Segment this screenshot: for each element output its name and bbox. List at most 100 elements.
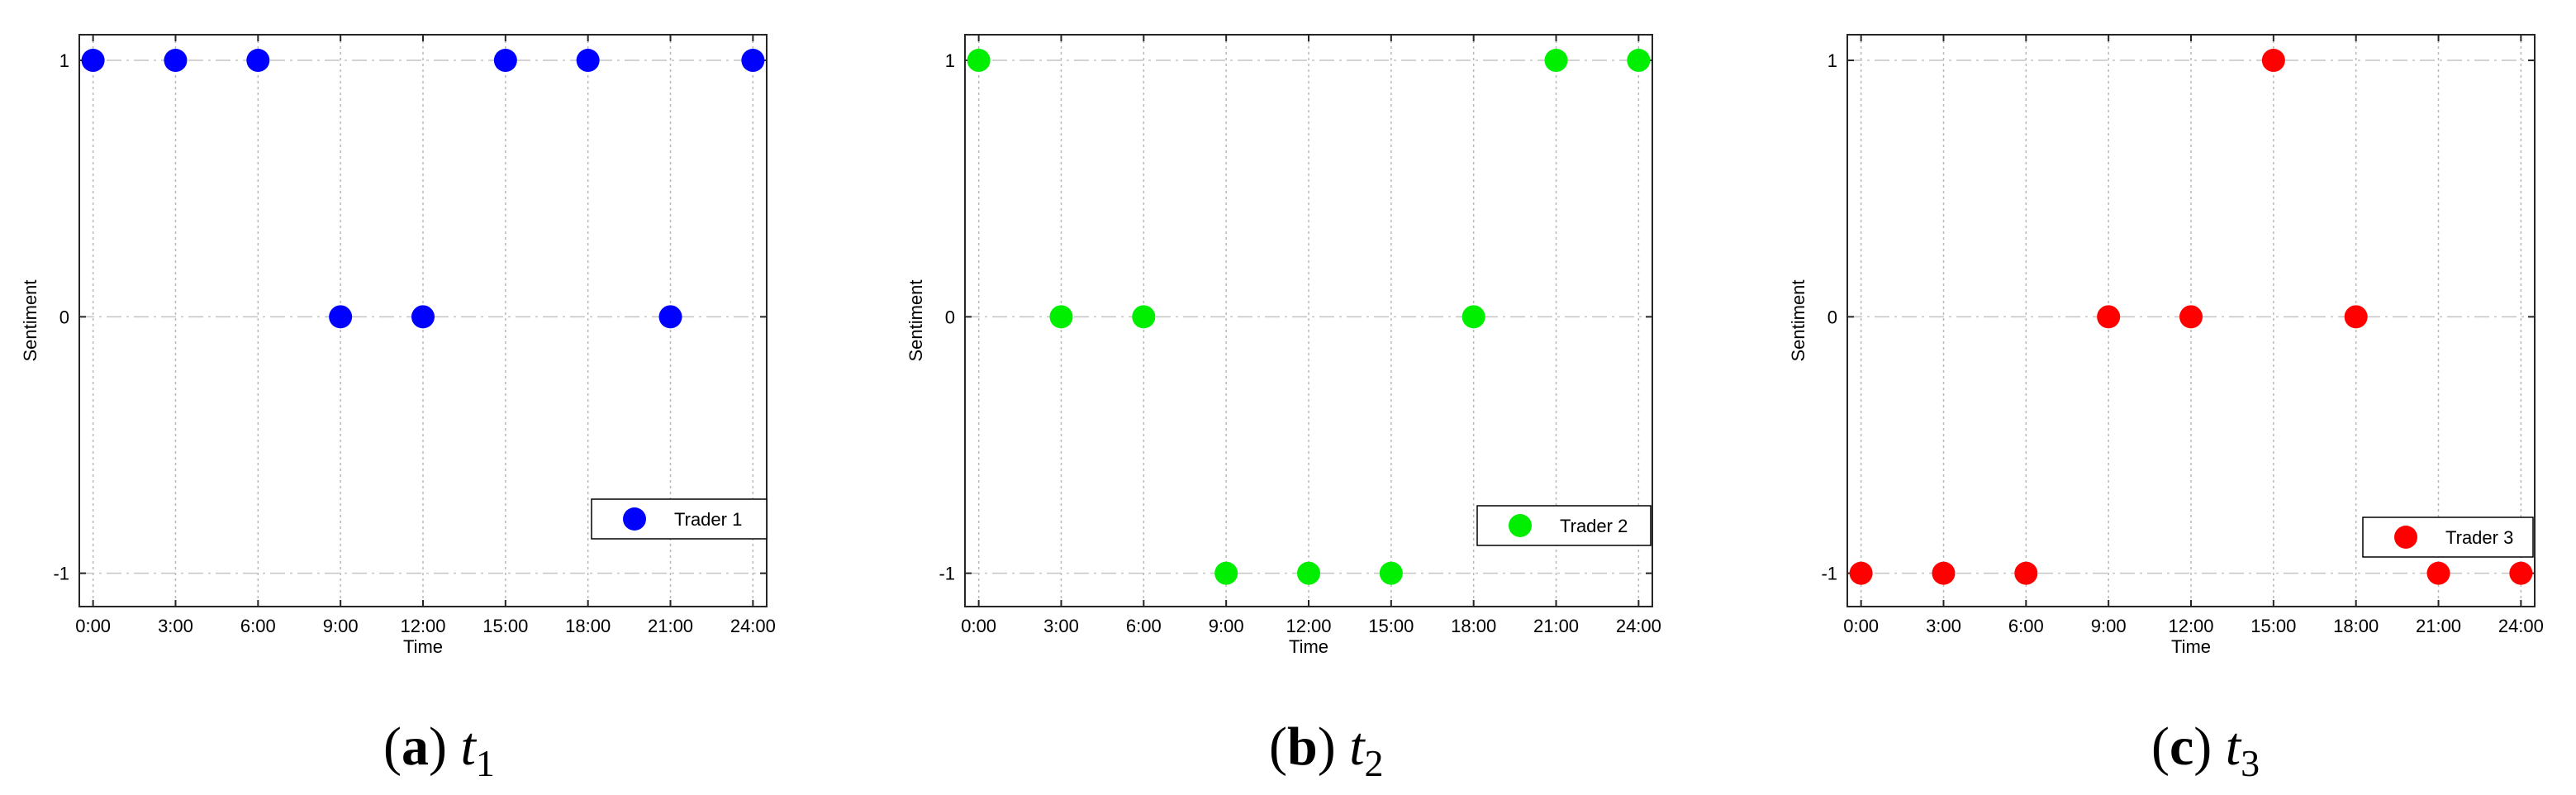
x-tick-label: 9:00 bbox=[2091, 616, 2127, 636]
data-point bbox=[493, 49, 517, 73]
x-tick-label: 3:00 bbox=[1043, 616, 1079, 636]
x-tick-label: 18:00 bbox=[565, 616, 611, 636]
x-tick-label: 0:00 bbox=[961, 616, 996, 636]
data-point bbox=[1544, 49, 1568, 73]
data-point bbox=[1461, 305, 1485, 329]
x-tick-label: 18:00 bbox=[2333, 616, 2379, 636]
legend-box bbox=[591, 498, 768, 540]
legend-label: Trader 1 bbox=[674, 509, 742, 530]
caption-paren-open: ( bbox=[383, 716, 402, 777]
data-point bbox=[1932, 561, 1956, 585]
x-tick-label: 21:00 bbox=[648, 616, 693, 636]
legend-box bbox=[2362, 517, 2534, 558]
x-tick-label: 21:00 bbox=[2416, 616, 2461, 636]
legend-marker bbox=[623, 507, 646, 531]
data-point bbox=[246, 49, 270, 73]
y-tick-label: -1 bbox=[939, 564, 955, 584]
x-tick-label: 6:00 bbox=[240, 616, 276, 636]
data-point bbox=[2179, 305, 2203, 329]
x-tick-label: 9:00 bbox=[323, 616, 359, 636]
data-point bbox=[967, 49, 991, 73]
data-point bbox=[576, 49, 600, 73]
data-point bbox=[2426, 561, 2450, 585]
x-tick-label: 24:00 bbox=[2498, 616, 2544, 636]
caption-paren-close: ) bbox=[2193, 716, 2225, 777]
caption-paren-open: ( bbox=[1269, 716, 1287, 777]
y-tick-label: -1 bbox=[1821, 564, 1837, 584]
data-point bbox=[2509, 561, 2533, 585]
caption-paren-close: ) bbox=[429, 716, 460, 777]
x-tick-label: 12:00 bbox=[2168, 616, 2213, 636]
data-point bbox=[741, 49, 765, 73]
x-tick-label: 9:00 bbox=[1209, 616, 1244, 636]
y-axis-label: Sentiment bbox=[1788, 279, 1808, 361]
y-tick-label: 0 bbox=[1827, 307, 1837, 327]
caption-panel-label: c bbox=[2170, 716, 2193, 777]
data-point bbox=[411, 305, 435, 329]
x-tick-label: 15:00 bbox=[482, 616, 528, 636]
x-tick-label: 3:00 bbox=[158, 616, 193, 636]
x-tick-label: 0:00 bbox=[75, 616, 111, 636]
data-point bbox=[1627, 49, 1651, 73]
x-tick-label: 21:00 bbox=[1533, 616, 1579, 636]
x-tick-label: 15:00 bbox=[2250, 616, 2296, 636]
legend-marker bbox=[1509, 514, 1532, 537]
legend-box bbox=[1476, 505, 1652, 546]
chart-panel-b: 0:00 3:00 6:00 9:00 12:00 15:00 18:00 21:00 24:0… bbox=[905, 34, 1661, 784]
legend: Trader 2 bbox=[1476, 505, 1652, 546]
caption-panel-label: a bbox=[402, 716, 429, 777]
legend: Trader 3 bbox=[2362, 517, 2534, 558]
data-point bbox=[1849, 561, 1873, 585]
data-point bbox=[2097, 305, 2121, 329]
panel-caption: (b) t2 bbox=[1269, 716, 1384, 784]
x-tick-label: 6:00 bbox=[1126, 616, 1162, 636]
caption-subscript: 3 bbox=[2241, 742, 2260, 784]
x-axis-label: Time bbox=[2171, 636, 2211, 657]
data-point bbox=[2261, 49, 2285, 73]
legend-label: Trader 3 bbox=[2445, 527, 2513, 548]
caption-subscript: 1 bbox=[476, 742, 495, 784]
x-tick-label: 3:00 bbox=[1926, 616, 1961, 636]
x-tick-label: 15:00 bbox=[1368, 616, 1414, 636]
x-tick-label: 6:00 bbox=[2008, 616, 2044, 636]
y-tick-label: 0 bbox=[945, 307, 955, 327]
caption-symbol: t bbox=[2226, 716, 2242, 777]
data-point bbox=[1379, 561, 1403, 585]
caption-paren-open: ( bbox=[2151, 716, 2170, 777]
y-tick-label: -1 bbox=[53, 564, 69, 584]
caption-symbol: t bbox=[1349, 716, 1366, 777]
data-point bbox=[329, 305, 353, 329]
data-point bbox=[81, 49, 105, 73]
x-axis-label: Time bbox=[1289, 636, 1328, 657]
x-tick-label: 12:00 bbox=[1286, 616, 1331, 636]
x-tick-label: 18:00 bbox=[1451, 616, 1496, 636]
data-point bbox=[1297, 561, 1320, 585]
x-tick-label: 12:00 bbox=[400, 616, 445, 636]
data-point bbox=[1132, 305, 1156, 329]
y-axis-label: Sentiment bbox=[20, 279, 40, 361]
data-point bbox=[1214, 561, 1238, 585]
data-point bbox=[1049, 305, 1073, 329]
y-tick-label: 1 bbox=[59, 50, 69, 71]
x-tick-label: 0:00 bbox=[1843, 616, 1879, 636]
chart-panel-c: 0:00 3:00 6:00 9:00 12:00 15:00 18:00 21:00 24:0… bbox=[1788, 34, 2544, 784]
panel-caption: (c) t3 bbox=[2151, 716, 2260, 784]
data-point bbox=[658, 305, 682, 329]
y-tick-label: 1 bbox=[1827, 50, 1837, 71]
x-axis-label: Time bbox=[403, 636, 443, 657]
panel-caption: (a) t1 bbox=[383, 716, 495, 784]
legend-marker bbox=[2394, 526, 2417, 549]
x-tick-label: 24:00 bbox=[730, 616, 776, 636]
legend-label: Trader 2 bbox=[1560, 516, 1628, 536]
y-axis-label: Sentiment bbox=[905, 279, 926, 361]
data-point bbox=[2344, 305, 2368, 329]
x-tick-label: 24:00 bbox=[1616, 616, 1661, 636]
data-point bbox=[164, 49, 188, 73]
caption-symbol: t bbox=[460, 716, 477, 777]
caption-paren-close: ) bbox=[1318, 716, 1349, 777]
legend: Trader 1 bbox=[591, 498, 768, 540]
caption-panel-label: b bbox=[1287, 716, 1318, 777]
caption-subscript: 2 bbox=[1365, 742, 1384, 784]
data-point bbox=[2014, 561, 2038, 585]
